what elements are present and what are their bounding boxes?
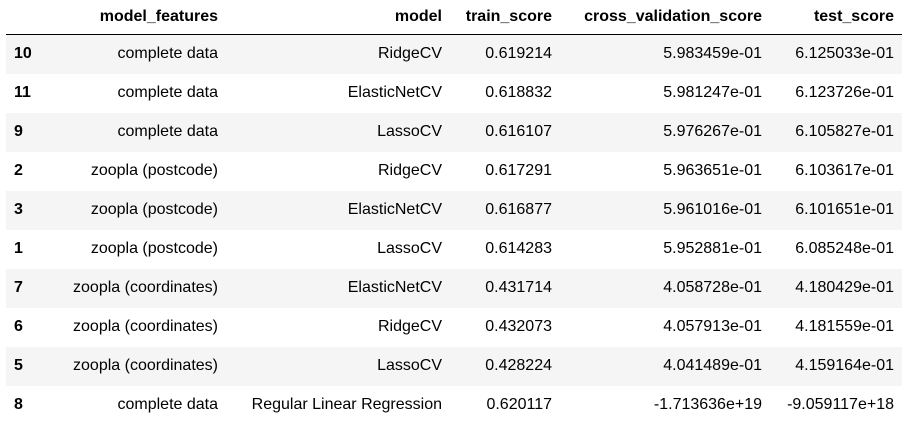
cell-test-score: -9.059117e+18 (787, 396, 894, 413)
cell-cross-validation-score: 5.983459e-01 (663, 45, 762, 63)
cell-model: LassoCV (377, 123, 442, 140)
column-header-model-features: model_features (50, 0, 226, 35)
cell-cross-validation-score: 5.961016e-01 (663, 201, 762, 218)
row-index: 10 (14, 45, 32, 63)
cell-train-score: 0.428224 (485, 357, 552, 374)
row-index: 6 (14, 318, 23, 335)
column-header-test-score: test_score (770, 0, 902, 35)
row-index: 5 (14, 357, 23, 374)
cell-model-features: complete data (117, 45, 218, 63)
cell-test-score: 6.125033e-01 (795, 45, 894, 63)
column-header-index (6, 0, 50, 35)
cell-model-features: complete data (117, 396, 218, 413)
cell-model: Regular Linear Regression (251, 396, 442, 413)
column-header-cross-validation-score: cross_validation_score (560, 0, 770, 35)
cell-model-features: zoopla (postcode) (90, 240, 218, 257)
cell-model-features: zoopla (coordinates) (73, 357, 218, 374)
table-row: 2 zoopla (postcode) RidgeCV 0.617291 5.9… (6, 151, 902, 191)
cell-model: RidgeCV (377, 45, 442, 63)
cell-train-score: 0.432073 (485, 318, 552, 335)
cell-model-features: zoopla (postcode) (90, 201, 218, 218)
cell-cross-validation-score: 5.952881e-01 (663, 240, 762, 257)
cell-test-score: 6.123726e-01 (795, 84, 894, 101)
cell-train-score: 0.431714 (485, 279, 552, 296)
cell-test-score: 4.181559e-01 (795, 318, 894, 335)
cell-model: ElasticNetCV (347, 84, 442, 101)
table-row: 8 complete data Regular Linear Regressio… (6, 385, 902, 425)
cell-test-score: 4.180429e-01 (795, 279, 894, 296)
table-row: 10 complete data RidgeCV 0.619214 5.9834… (6, 34, 902, 74)
cell-model: ElasticNetCV (347, 201, 442, 218)
cell-test-score: 6.085248e-01 (795, 240, 894, 257)
row-index: 7 (14, 279, 23, 296)
cell-test-score: 6.103617e-01 (795, 162, 894, 179)
cell-train-score: 0.616877 (485, 201, 552, 218)
cell-test-score: 6.101651e-01 (795, 201, 894, 218)
results-table: model_features model train_score cross_v… (6, 0, 902, 425)
cell-model: ElasticNetCV (347, 279, 442, 296)
row-index: 9 (14, 123, 23, 140)
column-header-train-score: train_score (450, 0, 560, 35)
cell-cross-validation-score: -1.713636e+19 (653, 396, 762, 413)
row-index: 8 (14, 396, 23, 413)
cell-model: RidgeCV (377, 162, 442, 179)
table-row: 11 complete data ElasticNetCV 0.618832 5… (6, 73, 902, 113)
table-row: 5 zoopla (coordinates) LassoCV 0.428224 … (6, 346, 902, 386)
cell-model-features: zoopla (coordinates) (73, 279, 218, 296)
cell-cross-validation-score: 4.057913e-01 (663, 318, 762, 335)
row-index: 1 (14, 240, 23, 257)
cell-cross-validation-score: 5.963651e-01 (663, 162, 762, 179)
cell-train-score: 0.616107 (485, 123, 552, 140)
cell-cross-validation-score: 4.058728e-01 (663, 279, 762, 296)
cell-model: RidgeCV (377, 318, 442, 335)
row-index: 2 (14, 162, 23, 179)
cell-cross-validation-score: 4.041489e-01 (663, 357, 762, 374)
column-header-model: model (226, 0, 450, 35)
row-index: 3 (14, 201, 23, 218)
cell-test-score: 4.159164e-01 (795, 357, 894, 374)
table-row: 3 zoopla (postcode) ElasticNetCV 0.61687… (6, 190, 902, 230)
header-row: model_features model train_score cross_v… (6, 0, 902, 35)
cell-model: LassoCV (377, 240, 442, 257)
table-row: 7 zoopla (coordinates) ElasticNetCV 0.43… (6, 268, 902, 308)
cell-model-features: zoopla (coordinates) (73, 318, 218, 335)
row-index: 11 (14, 84, 31, 101)
table-body: 10 complete data RidgeCV 0.619214 5.9834… (6, 34, 902, 425)
table-header: model_features model train_score cross_v… (6, 0, 902, 35)
cell-train-score: 0.617291 (485, 162, 552, 179)
cell-model-features: zoopla (postcode) (90, 162, 218, 179)
table-row: 1 zoopla (postcode) LassoCV 0.614283 5.9… (6, 229, 902, 269)
cell-train-score: 0.618832 (485, 84, 552, 101)
cell-model-features: complete data (117, 84, 218, 101)
cell-train-score: 0.620117 (486, 396, 552, 413)
table-row: 9 complete data LassoCV 0.616107 5.97626… (6, 112, 902, 152)
cell-test-score: 6.105827e-01 (795, 123, 894, 140)
cell-cross-validation-score: 5.981247e-01 (663, 84, 762, 101)
cell-cross-validation-score: 5.976267e-01 (663, 123, 762, 140)
cell-train-score: 0.614283 (485, 240, 552, 257)
cell-model-features: complete data (117, 123, 218, 140)
cell-model: LassoCV (377, 357, 442, 374)
table-row: 6 zoopla (coordinates) RidgeCV 0.432073 … (6, 307, 902, 347)
cell-train-score: 0.619214 (485, 45, 552, 63)
